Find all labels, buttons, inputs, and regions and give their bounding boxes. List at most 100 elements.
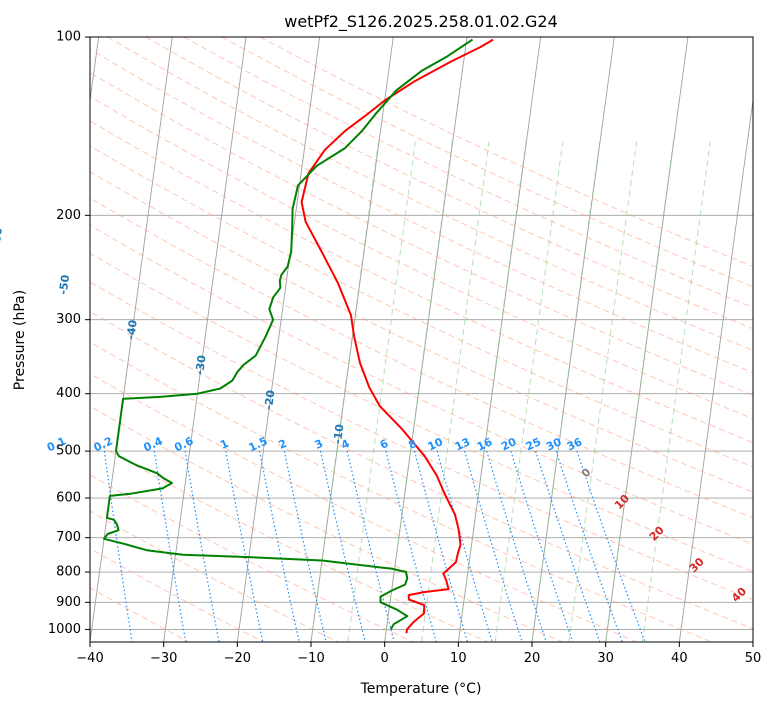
plot-labels: -100-90-80-70-60-50-40-30-20-100.10.20.4… bbox=[0, 226, 749, 604]
mixing-ratio-line bbox=[535, 450, 601, 642]
isotherm-line bbox=[163, 37, 247, 642]
mixing-ratio-label: 4 bbox=[339, 437, 352, 452]
mixing-ratio-line bbox=[555, 450, 623, 642]
moist-adiabat-line bbox=[605, 141, 674, 642]
moist-adiabat-line bbox=[384, 141, 453, 642]
isotherm-line bbox=[90, 37, 173, 642]
dry-adiabat-line bbox=[90, 405, 563, 642]
mixing-ratio-line bbox=[436, 450, 493, 642]
moist-adiabat-line bbox=[531, 141, 601, 642]
mixing-ratio-line bbox=[258, 450, 300, 642]
dry-adiabat-line bbox=[90, 72, 753, 396]
dry-adiabat-line bbox=[90, 310, 753, 630]
y-tick-label: 200 bbox=[56, 208, 81, 223]
x-tick-label: 30 bbox=[597, 651, 614, 666]
mixing-ratio-label: 13 bbox=[453, 435, 472, 453]
isotherm-label: -10 bbox=[331, 423, 347, 445]
moist-adiabat-line bbox=[347, 141, 416, 642]
isotherm-label: -30 bbox=[193, 354, 209, 376]
isotherm-label: -20 bbox=[262, 389, 278, 411]
moist-adiabat-line bbox=[494, 141, 564, 642]
y-tick-label: 700 bbox=[56, 530, 81, 545]
dry-adiabat-line bbox=[90, 510, 339, 642]
x-axis-label: Temperature (°C) bbox=[360, 681, 482, 697]
mixing-ratio-line bbox=[184, 451, 220, 642]
mixing-ratio-line bbox=[103, 451, 133, 642]
dry-adiabat-line bbox=[90, 474, 414, 642]
moist-adiabat-line bbox=[310, 141, 379, 642]
mixing-ratio-label: 20 bbox=[499, 435, 519, 453]
mixing-ratio-label: 36 bbox=[565, 435, 585, 453]
chart-title: wetPf2_S126.2025.258.01.02.G24 bbox=[284, 12, 558, 32]
mixing-ratio-label: 6 bbox=[378, 437, 391, 452]
mixing-ratio-line bbox=[486, 450, 547, 642]
isotherm-line bbox=[90, 37, 100, 104]
x-tick-label: −30 bbox=[150, 651, 177, 666]
moist-adiabat-line bbox=[642, 141, 711, 642]
dry-adiabat-line bbox=[183, 37, 753, 309]
x-tick-label: 0 bbox=[381, 651, 389, 666]
dry-adiabat-line bbox=[145, 37, 753, 330]
mixing-ratio-line bbox=[153, 451, 187, 642]
isotherm-line bbox=[678, 97, 753, 642]
y-tick-label: 600 bbox=[56, 491, 81, 506]
mixing-ratio-label: 8 bbox=[406, 437, 418, 452]
mixing-ratio-label: 3 bbox=[313, 437, 325, 452]
thetaw-label: 20 bbox=[647, 523, 667, 543]
dry-adiabat-line bbox=[90, 197, 753, 519]
x-tick-label: 40 bbox=[671, 651, 688, 666]
y-tick-label: 400 bbox=[56, 386, 81, 401]
mixing-ratio-line bbox=[58, 451, 82, 642]
dry-adiabat-line bbox=[90, 281, 753, 601]
mixing-ratio-line bbox=[346, 450, 395, 642]
dewpoint-profile-line bbox=[103, 38, 474, 630]
dry-adiabat-line bbox=[90, 120, 753, 444]
special-dashed-curve bbox=[0, 37, 73, 642]
dry-adiabat-line bbox=[90, 439, 488, 642]
dry-adiabat-line bbox=[90, 252, 753, 573]
mixing-ratio-label: 30 bbox=[544, 435, 564, 453]
mixing-ratio-line bbox=[319, 450, 366, 642]
dry-adiabat-line bbox=[221, 37, 753, 288]
y-tick-label: 300 bbox=[56, 312, 81, 327]
mixing-ratio-line bbox=[510, 450, 574, 642]
axes: −40 −30 −20 −10 0 10 20 30 40 50 100 200 300 400 500 60… bbox=[48, 30, 761, 667]
plot-area bbox=[0, 37, 753, 642]
isotherm-label: -50 bbox=[57, 274, 73, 296]
y-axis-label: Pressure (hPa) bbox=[12, 290, 28, 390]
mixing-ratio-label: 25 bbox=[524, 435, 543, 453]
plot-frame bbox=[89, 36, 754, 643]
dry-adiabat-line bbox=[90, 48, 753, 374]
dry-adiabat-line bbox=[259, 37, 753, 268]
moist-adiabat-line bbox=[568, 141, 638, 642]
mixing-ratio-line bbox=[413, 450, 469, 642]
x-tick-label: 10 bbox=[450, 651, 467, 666]
x-tick-label: −20 bbox=[224, 651, 251, 666]
x-tick-label: −40 bbox=[76, 651, 103, 666]
mixing-ratio-line bbox=[385, 450, 437, 642]
dry-adiabat-line bbox=[90, 95, 753, 420]
isotherm-line bbox=[752, 638, 753, 642]
dry-adiabat-line bbox=[90, 341, 712, 642]
x-tick-label: 50 bbox=[745, 651, 762, 666]
thetaw-label: 10 bbox=[612, 492, 632, 512]
mixing-ratio-label: 16 bbox=[475, 435, 495, 453]
temperature-profile-line bbox=[300, 38, 494, 634]
isotherm-line bbox=[236, 37, 321, 642]
x-tick-label: 20 bbox=[524, 651, 541, 666]
y-tick-label: 100 bbox=[56, 30, 81, 45]
mixing-ratio-line bbox=[225, 450, 264, 642]
y-tick-label: 1000 bbox=[48, 622, 81, 637]
y-tick-label: 500 bbox=[56, 444, 81, 459]
isotherm-label: -60 bbox=[0, 226, 5, 248]
isotherm-label: -40 bbox=[124, 319, 140, 341]
mixing-ratio-line bbox=[464, 450, 523, 642]
dry-adiabat-line bbox=[90, 171, 753, 493]
moist-adiabat-line bbox=[421, 141, 490, 642]
thetaw-label: 40 bbox=[729, 584, 749, 604]
x-tick-label: −10 bbox=[297, 651, 324, 666]
mixing-ratio-line bbox=[576, 450, 646, 642]
mixing-ratio-label: 10 bbox=[426, 435, 446, 453]
dry-adiabat-line bbox=[90, 224, 753, 545]
